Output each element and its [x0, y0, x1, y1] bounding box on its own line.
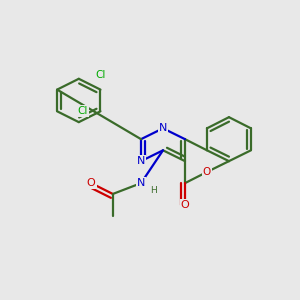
Text: H: H	[150, 186, 157, 195]
Text: N: N	[159, 123, 167, 133]
Text: Cl: Cl	[95, 70, 106, 80]
Text: O: O	[203, 167, 211, 177]
Text: N: N	[137, 156, 145, 166]
Text: Cl: Cl	[77, 106, 88, 116]
Text: O: O	[87, 178, 95, 188]
Text: N: N	[137, 178, 145, 188]
Text: O: O	[181, 200, 189, 210]
